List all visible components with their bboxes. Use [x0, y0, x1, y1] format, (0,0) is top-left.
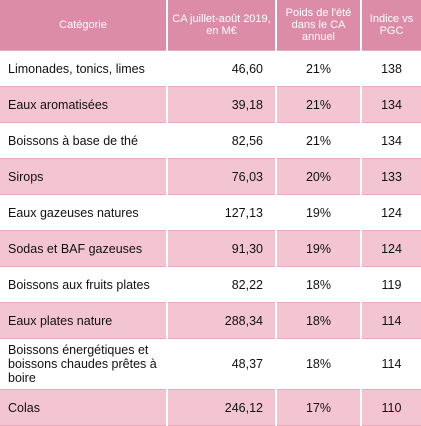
header-cell: Indice vs PGC [360, 0, 421, 51]
header-cell: CA juillet-août 2019, en M€ [166, 0, 276, 51]
table-row: Limonades, tonics, limes 46,60 21% 138 [0, 50, 421, 87]
revenue-cell: 39,18 [166, 86, 276, 123]
category-cell: Sodas et BAF gazeuses [0, 230, 167, 267]
index-cell: 114 [360, 302, 421, 339]
category-cell: Colas [0, 389, 167, 426]
table-row: Eaux aromatisées 39,18 21% 134 [0, 86, 421, 123]
index-cell: 110 [360, 389, 421, 426]
table-header: Catégorie CA juillet-août 2019, en M€ Poid… [0, 0, 421, 51]
category-cell: Eaux plates nature [0, 302, 167, 339]
table-row: Boissons aux fruits plates 82,22 18% 119 [0, 266, 421, 303]
table-row: Eaux plates nature 288,34 18% 114 [0, 302, 421, 339]
weight-cell: 19% [275, 230, 361, 267]
table-row: Boissons énergétiques et boissons chaude… [0, 338, 421, 390]
category-cell: Sirops [0, 158, 167, 195]
revenue-cell: 127,13 [166, 194, 276, 231]
revenue-cell: 76,03 [166, 158, 276, 195]
category-cell: Eaux gazeuses natures [0, 194, 167, 231]
table-body: Limonades, tonics, limes 46,60 21% 138 Eaux … [0, 50, 421, 426]
weight-cell: 19% [275, 194, 361, 231]
revenue-cell: 246,12 [166, 389, 276, 426]
table-row: Boissons à base de thé 82,56 21% 134 [0, 122, 421, 159]
table-row: Colas 246,12 17% 110 [0, 389, 421, 426]
category-cell: Boissons à base de thé [0, 122, 167, 159]
weight-cell: 18% [275, 266, 361, 303]
revenue-cell: 288,34 [166, 302, 276, 339]
table-row: Sirops 76,03 20% 133 [0, 158, 421, 195]
index-cell: 134 [360, 86, 421, 123]
header-cell: Poids de l'été dans le CA annuel [275, 0, 361, 51]
header-row: Catégorie CA juillet-août 2019, en M€ Poid… [0, 0, 421, 51]
index-cell: 124 [360, 230, 421, 267]
index-cell: 119 [360, 266, 421, 303]
category-cell: Limonades, tonics, limes [0, 50, 167, 87]
index-cell: 134 [360, 122, 421, 159]
index-cell: 138 [360, 50, 421, 87]
weight-cell: 18% [275, 338, 361, 390]
weight-cell: 21% [275, 122, 361, 159]
header-cell: Catégorie [0, 0, 167, 51]
revenue-cell: 82,56 [166, 122, 276, 159]
index-cell: 124 [360, 194, 421, 231]
table-row: Sodas et BAF gazeuses 91,30 19% 124 [0, 230, 421, 267]
weight-cell: 21% [275, 86, 361, 123]
revenue-cell: 91,30 [166, 230, 276, 267]
category-cell: Boissons aux fruits plates [0, 266, 167, 303]
weight-cell: 18% [275, 302, 361, 339]
category-cell: Boissons énergétiques et boissons chaude… [0, 338, 167, 390]
revenue-cell: 48,37 [166, 338, 276, 390]
revenue-cell: 46,60 [166, 50, 276, 87]
index-cell: 114 [360, 338, 421, 390]
revenue-cell: 82,22 [166, 266, 276, 303]
weight-cell: 20% [275, 158, 361, 195]
weight-cell: 21% [275, 50, 361, 87]
index-cell: 133 [360, 158, 421, 195]
category-cell: Eaux aromatisées [0, 86, 167, 123]
table-row: Eaux gazeuses natures 127,13 19% 124 [0, 194, 421, 231]
weight-cell: 17% [275, 389, 361, 426]
